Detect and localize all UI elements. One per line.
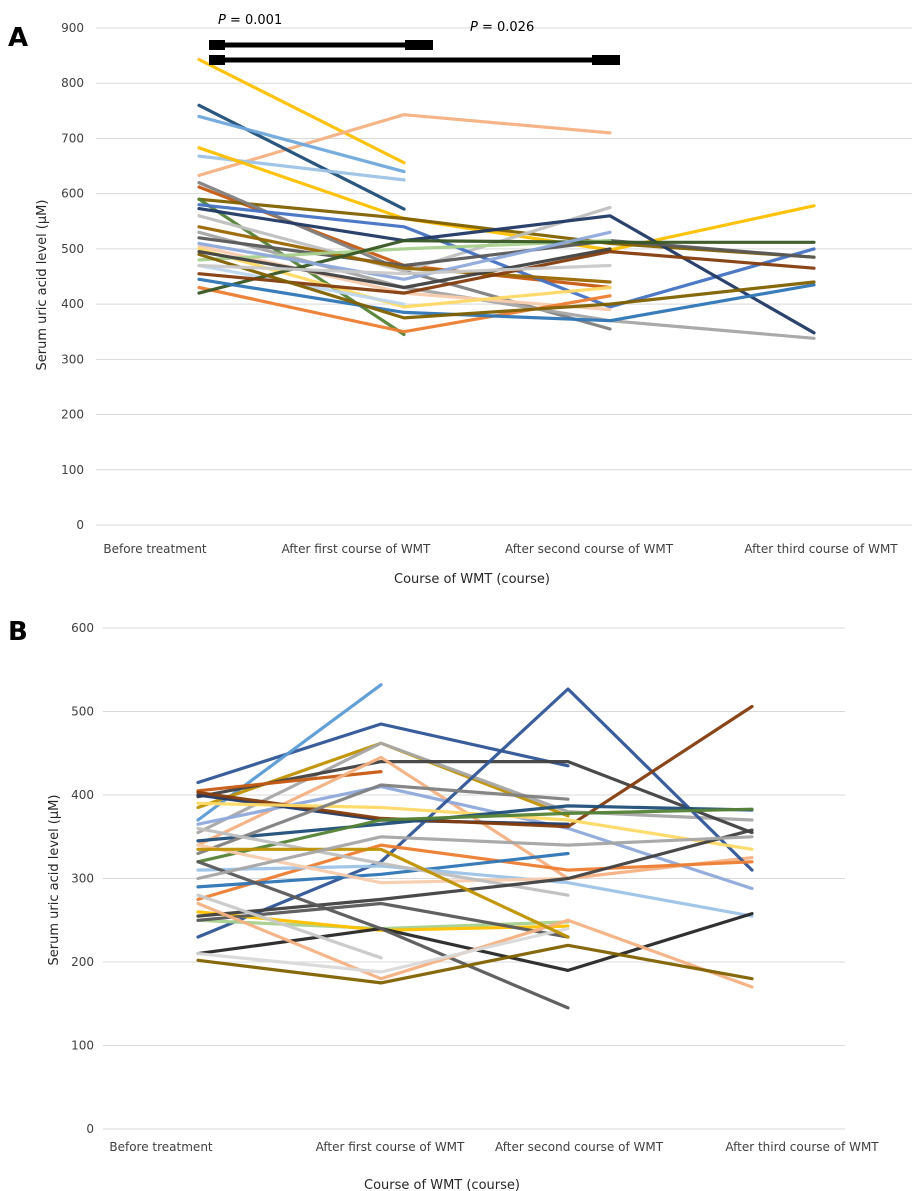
series-a [199,60,814,339]
y-tick-label: 600 [61,187,84,201]
bracket-cap [592,55,620,65]
y-tick-label: 800 [61,76,84,90]
y-tick-label: 700 [61,131,84,145]
x-ticks-b: Before treatment After first course of WM… [109,1140,879,1154]
y-tick-label: 900 [61,21,84,35]
bracket-cap [209,40,225,50]
y-tick-label: 600 [71,621,94,635]
x-tick-label: After second course of WMT [505,542,674,556]
y-ticks-b: 0 100 200 300 400 500 600 [71,621,94,1136]
x-axis-label-b: Course of WMT (course) [364,1178,520,1191]
x-tick-label: After third course of WMT [725,1140,879,1154]
series-b [198,685,752,1008]
y-tick-label: 500 [61,242,84,256]
x-tick-label: After first course of WMT [316,1140,465,1154]
bracket-cap [405,40,433,50]
x-ticks-a: Before treatment After first course of WM… [103,542,898,556]
y-ticks-a: 0 100 200 300 400 500 600 700 800 900 [61,21,84,532]
p-value-label: P = 0.026 [470,20,534,35]
x-tick-label: After third course of WMT [744,542,898,556]
y-tick-label: 400 [71,788,94,802]
y-tick-label: 200 [71,955,94,969]
series-line [198,904,752,988]
y-axis-label-b: Serum uric acid level (μM) [47,795,62,966]
p-value-label: P = 0.001 [218,13,282,28]
panel-label-b: B [8,617,28,647]
chart-panel-b: B 0 100 200 300 400 500 600 Before treatment Af… [8,617,879,1191]
x-tick-label: Before treatment [103,542,207,556]
y-tick-label: 300 [71,872,94,886]
y-tick-label: 500 [71,705,94,719]
y-tick-label: 0 [76,518,84,532]
series-line [198,904,568,938]
y-tick-label: 100 [71,1039,94,1053]
panel-label-a: A [8,23,28,53]
series-line [199,115,610,176]
y-axis-label-a: Serum uric acid level (μM) [35,200,50,371]
significance-annotations-a: P = 0.001 P = 0.026 [209,13,620,65]
bracket-cap [209,55,225,65]
series-line [198,724,568,783]
x-tick-label: After first course of WMT [282,542,431,556]
y-tick-label: 400 [61,297,84,311]
y-tick-label: 300 [61,352,84,366]
y-tick-label: 100 [61,463,84,477]
x-tick-label: Before treatment [109,1140,213,1154]
x-tick-label: After second course of WMT [495,1140,664,1154]
y-tick-label: 200 [61,408,84,422]
chart-panel-a: A 0 100 200 300 400 500 600 700 800 900 Before tr… [8,13,912,587]
x-axis-label-a: Course of WMT (course) [394,572,550,587]
y-tick-label: 0 [86,1122,94,1136]
series-line [199,148,814,250]
series-line [199,60,404,163]
series-line [198,929,568,972]
